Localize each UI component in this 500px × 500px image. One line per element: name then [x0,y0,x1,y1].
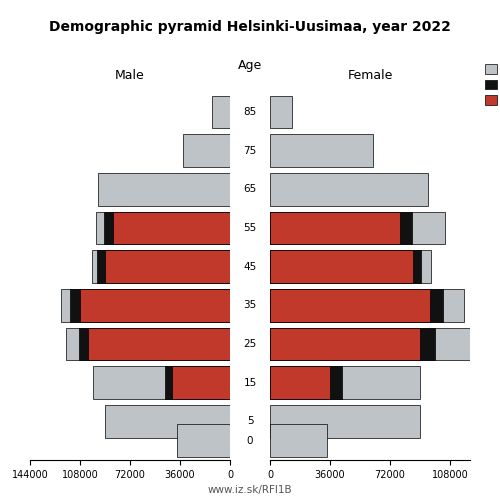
Text: 45: 45 [244,262,256,272]
Bar [92,366,230,399]
Bar [98,250,230,283]
Text: Age: Age [238,58,262,71]
Bar [270,328,420,360]
Bar [92,250,230,283]
Bar [270,328,435,360]
Bar [270,289,442,322]
Title: Male: Male [115,70,145,82]
Bar [105,405,230,438]
Bar [88,328,230,360]
Bar [270,212,400,244]
Bar [270,366,420,399]
Legend: inactive, unemployed, employed: inactive, unemployed, employed [481,60,500,110]
Text: 65: 65 [244,184,256,194]
Text: 15: 15 [244,378,256,388]
Bar [70,289,230,322]
Bar [78,328,230,360]
Bar [270,250,421,283]
Bar [177,424,230,457]
Bar [98,173,230,206]
Bar [270,366,330,399]
Bar [270,173,428,206]
Bar [172,366,230,399]
Title: Female: Female [348,70,393,82]
Bar [105,250,230,283]
Text: 85: 85 [244,107,256,117]
Bar [270,134,374,167]
Bar [270,212,412,244]
Bar [96,212,230,244]
Text: 75: 75 [244,146,256,156]
Bar [270,250,414,283]
Bar [270,289,464,322]
Bar [270,212,445,244]
Bar [270,289,430,322]
Bar [164,366,230,399]
Bar [183,134,230,167]
Bar [80,289,230,322]
Bar [212,96,230,128]
Bar [114,212,230,244]
Text: 25: 25 [244,339,256,349]
Bar [270,250,431,283]
Bar [270,366,342,399]
Bar [270,96,291,128]
Bar [270,328,478,360]
Bar [61,289,230,322]
Text: 55: 55 [244,223,256,233]
Bar [270,405,420,438]
Bar [270,424,326,457]
Text: 35: 35 [244,300,256,310]
Bar [104,212,230,244]
Text: Demographic pyramid Helsinki-Uusimaa, year 2022: Demographic pyramid Helsinki-Uusimaa, ye… [49,20,451,34]
Text: 5: 5 [246,416,254,426]
Text: www.iz.sk/RFI1B: www.iz.sk/RFI1B [208,485,292,495]
Text: 0: 0 [247,436,254,446]
Bar [66,328,230,360]
